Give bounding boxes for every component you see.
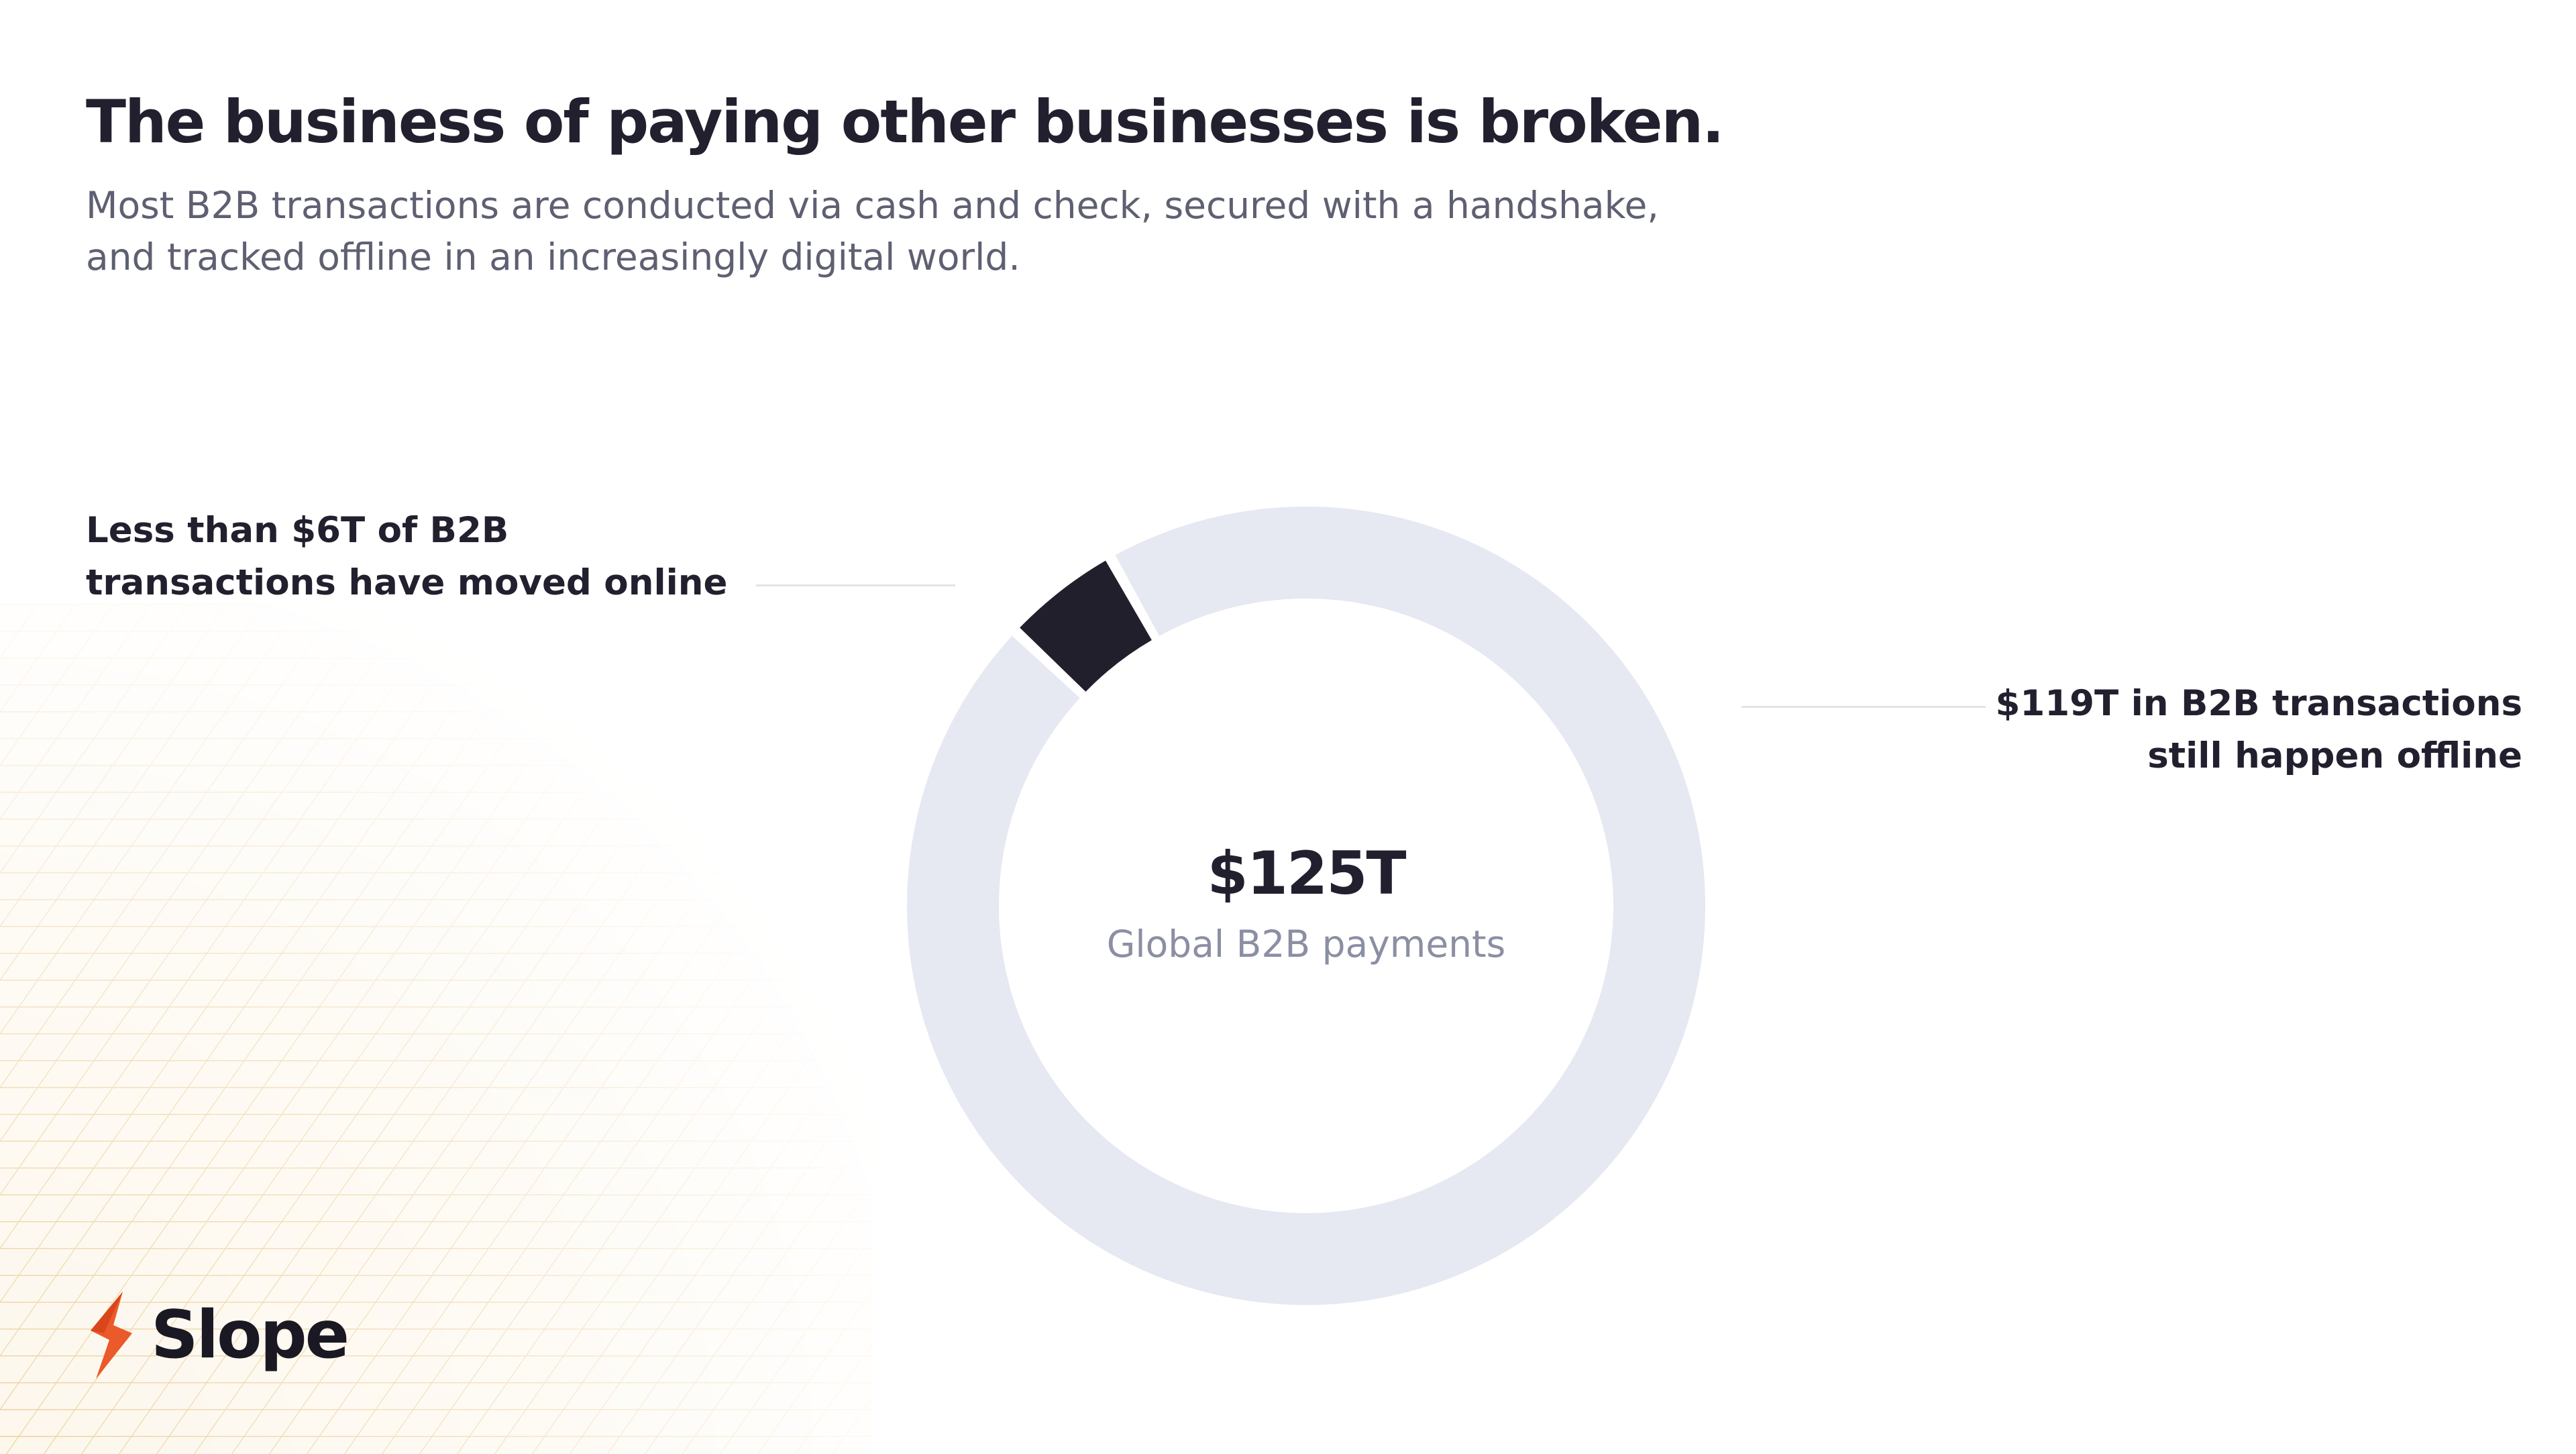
online-slice-label: Less than $6T of B2B transactions have m… [86, 505, 727, 609]
slope-logo: Slope [84, 1292, 350, 1379]
online-label-line-2: transactions have moved online [86, 562, 728, 603]
subtitle-line-2: and tracked offline in an increasingly d… [86, 236, 1020, 278]
lightning-bolt-icon [91, 1292, 132, 1379]
offline-label-line-2: still happen offline [2147, 735, 2522, 776]
page-subtitle: Most B2B transactions are conducted via … [86, 180, 1897, 283]
offline-leader-line [1741, 706, 1986, 708]
online-leader-line [756, 584, 955, 586]
offline-label-line-1: $119T in B2B transactions [1995, 683, 2522, 724]
offline-slice-label: $119T in B2B transactions still happen o… [1996, 678, 2522, 782]
donut-total-value: $125T [1207, 839, 1407, 908]
page-title: The business of paying other businesses … [86, 87, 1725, 156]
brand-name: Slope [151, 1297, 350, 1373]
online-label-line-1: Less than $6T of B2B [86, 510, 509, 551]
donut-slice-online [1020, 560, 1152, 692]
subtitle-line-1: Most B2B transactions are conducted via … [86, 184, 1659, 227]
donut-center-caption: Global B2B payments [1106, 923, 1506, 966]
background-grid-pattern [0, 604, 872, 1454]
